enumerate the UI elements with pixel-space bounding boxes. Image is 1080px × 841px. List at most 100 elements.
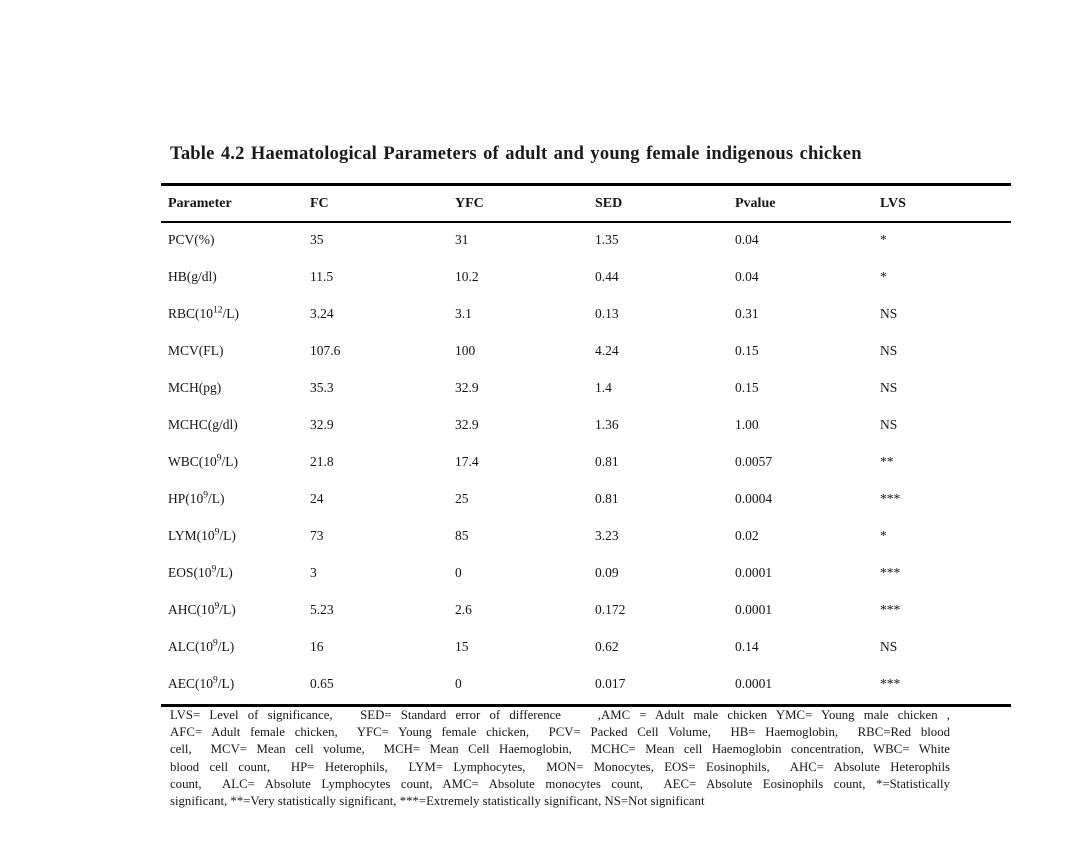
- cell-fc: 35.3: [310, 379, 334, 395]
- table-row: HP(109/L) 24 25 0.81 0.0004 ***: [168, 480, 1011, 517]
- cell-yfc: 17.4: [455, 453, 479, 469]
- cell-fc: 107.6: [310, 342, 341, 358]
- cell-parameter: EOS(109/L): [168, 554, 310, 591]
- parameter-label-tail: /L): [219, 601, 236, 617]
- cell-fc: 0.65: [310, 675, 334, 691]
- parameter-label-tail: /L): [219, 527, 236, 543]
- table-row: MCHC(g/dl) 32.9 32.9 1.36 1.00 NS: [168, 406, 1011, 443]
- cell-parameter: MCV(FL): [168, 332, 310, 369]
- cell-pvalue: 0.04: [735, 268, 759, 284]
- parameter-label-tail: /L): [216, 564, 233, 580]
- cell-pvalue: 0.0057: [735, 453, 773, 469]
- cell-lvs: *: [880, 527, 887, 543]
- cell-sed: 0.81: [595, 490, 619, 506]
- table-bottom-rule: [161, 704, 1011, 707]
- column-header-pvalue: Pvalue: [735, 195, 776, 211]
- cell-pvalue: 0.15: [735, 342, 759, 358]
- cell-pvalue: 0.0004: [735, 490, 773, 506]
- table-row: MCV(FL) 107.6 100 4.24 0.15 NS: [168, 332, 1011, 369]
- footnote-line: blood cell count, HP= Heterophils, LYM= …: [170, 759, 950, 774]
- parameter-superscript: 9: [214, 527, 220, 537]
- cell-pvalue: 0.04: [735, 231, 759, 247]
- cell-yfc: 32.9: [455, 416, 479, 432]
- parameter-label: HP(10: [168, 490, 204, 506]
- cell-lvs: NS: [880, 379, 898, 395]
- table-caption: Table 4.2 Haematological Parameters of a…: [170, 144, 862, 164]
- cell-pvalue: 0.15: [735, 379, 759, 395]
- cell-yfc: 85: [455, 527, 469, 543]
- cell-sed: 0.81: [595, 453, 619, 469]
- cell-yfc: 100: [455, 342, 476, 358]
- parameter-superscript: 12: [213, 305, 223, 315]
- cell-yfc: 15: [455, 638, 469, 654]
- column-header-yfc: YFC: [455, 195, 484, 211]
- parameter-label: MCHC(g/dl): [168, 416, 238, 432]
- cell-parameter: ALC(109/L): [168, 628, 310, 665]
- cell-sed: 1.36: [595, 416, 619, 432]
- cell-yfc: 3.1: [455, 305, 472, 321]
- parameter-label-tail: /L): [208, 490, 225, 506]
- cell-yfc: 2.6: [455, 601, 472, 617]
- cell-lvs: NS: [880, 416, 898, 432]
- cell-fc: 73: [310, 527, 324, 543]
- cell-parameter: AEC(109/L): [168, 665, 310, 702]
- cell-sed: 1.35: [595, 231, 619, 247]
- cell-parameter: AHC(109/L): [168, 591, 310, 628]
- cell-lvs: ***: [880, 601, 901, 617]
- table-header-rule: [161, 221, 1011, 223]
- cell-lvs: ***: [880, 490, 901, 506]
- table-row: ALC(109/L) 16 15 0.62 0.14 NS: [168, 628, 1011, 665]
- cell-pvalue: 0.0001: [735, 601, 773, 617]
- cell-pvalue: 0.02: [735, 527, 759, 543]
- cell-parameter: HP(109/L): [168, 480, 310, 517]
- parameter-label: MCV(FL): [168, 342, 224, 358]
- column-header-parameter: Parameter: [168, 195, 232, 211]
- parameter-label: EOS(10: [168, 564, 212, 580]
- cell-lvs: *: [880, 231, 887, 247]
- cell-yfc: 0: [455, 564, 462, 580]
- table-row: WBC(109/L) 21.8 17.4 0.81 0.0057 **: [168, 443, 1011, 480]
- table-header-row: Parameter FC YFC SED Pvalue LVS: [168, 186, 1011, 221]
- parameter-label: AEC(10: [168, 675, 213, 691]
- cell-fc: 3: [310, 564, 317, 580]
- parameter-label: LYM(10: [168, 527, 215, 543]
- footnote-line: count, ALC= Absolute Lymphocytes count, …: [170, 776, 950, 791]
- cell-pvalue: 1.00: [735, 416, 759, 432]
- parameter-label: ALC(10: [168, 638, 213, 654]
- cell-parameter: RBC(1012/L): [168, 295, 310, 332]
- cell-parameter: PCV(%): [168, 221, 310, 258]
- parameter-label: RBC(10: [168, 305, 214, 321]
- cell-sed: 4.24: [595, 342, 619, 358]
- cell-yfc: 31: [455, 231, 469, 247]
- footnote-line: cell, MCV= Mean cell volume, MCH= Mean C…: [170, 742, 950, 757]
- cell-lvs: NS: [880, 305, 898, 321]
- cell-sed: 3.23: [595, 527, 619, 543]
- haematology-table: Parameter FC YFC SED Pvalue LVS PCV(%) 3…: [168, 186, 1011, 702]
- table-row: RBC(1012/L) 3.24 3.1 0.13 0.31 NS: [168, 295, 1011, 332]
- cell-yfc: 10.2: [455, 268, 479, 284]
- footnote-line: significant, **=Very statistically signi…: [170, 794, 705, 809]
- cell-fc: 32.9: [310, 416, 334, 432]
- table-row: MCH(pg) 35.3 32.9 1.4 0.15 NS: [168, 369, 1011, 406]
- table-row: EOS(109/L) 3 0 0.09 0.0001 ***: [168, 554, 1011, 591]
- parameter-label: WBC(10: [168, 453, 217, 469]
- cell-pvalue: 0.0001: [735, 564, 773, 580]
- cell-fc: 16: [310, 638, 324, 654]
- cell-fc: 35: [310, 231, 324, 247]
- table-row: AEC(109/L) 0.65 0 0.017 0.0001 ***: [168, 665, 1011, 702]
- parameter-superscript: 9: [203, 490, 209, 500]
- parameter-superscript: 9: [216, 453, 222, 463]
- cell-fc: 21.8: [310, 453, 334, 469]
- table-row: PCV(%) 35 31 1.35 0.04 *: [168, 221, 1011, 258]
- parameter-label-tail: /L): [221, 453, 239, 469]
- cell-lvs: **: [880, 453, 894, 469]
- table-row: AHC(109/L) 5.23 2.6 0.172 0.0001 ***: [168, 591, 1011, 628]
- cell-yfc: 0: [455, 675, 462, 691]
- parameter-superscript: 9: [213, 675, 218, 685]
- cell-pvalue: 0.14: [735, 638, 759, 654]
- parameter-label-tail: /L): [217, 638, 235, 654]
- cell-lvs: ***: [880, 675, 901, 691]
- cell-pvalue: 0.31: [735, 305, 759, 321]
- column-header-lvs: LVS: [880, 195, 906, 211]
- parameter-label-tail: /L): [222, 305, 240, 321]
